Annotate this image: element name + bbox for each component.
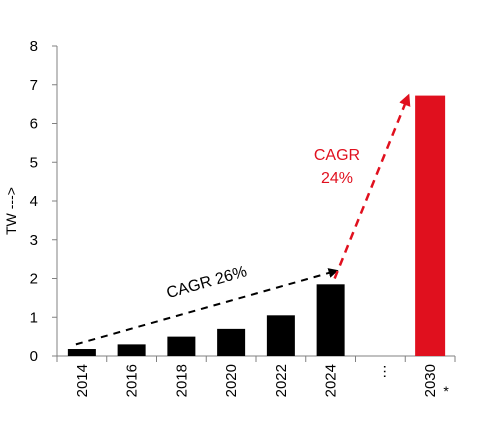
cagr-label-black: CAGR 26% (165, 263, 249, 302)
x-tick-label: 2016 (124, 364, 141, 397)
footnote-marker: * (443, 383, 449, 399)
x-axis: 2014 2016 2018 2020 2022 2024 … 2030 * (56, 355, 456, 399)
y-axis: 0 1 2 3 4 5 6 7 8 TW ---> (3, 38, 58, 365)
y-tick-label: 4 (30, 193, 38, 210)
bar-2014 (67, 349, 96, 356)
y-tick-label: 7 (30, 77, 38, 94)
bar-2022 (266, 315, 295, 356)
x-tick-label: 2014 (74, 364, 91, 397)
bar-2024 (316, 284, 345, 356)
x-tick-label: 2020 (223, 364, 240, 397)
y-tick-label: 0 (30, 348, 38, 365)
x-tick-label: 2024 (323, 364, 340, 397)
y-tick-label: 5 (30, 154, 38, 171)
x-tick-label: 2030 (422, 364, 439, 397)
y-tick-label: 8 (30, 38, 38, 55)
cagr-label-red-line2: 24% (321, 170, 353, 187)
bars (67, 95, 446, 356)
annotations: CAGR 26% CAGR 24% (75, 93, 411, 346)
x-tick-label: 2018 (173, 364, 190, 397)
y-tick-label: 3 (30, 232, 38, 249)
y-tick-label: 1 (30, 309, 38, 326)
bar-2030 (415, 95, 446, 356)
bar-2016 (117, 344, 146, 356)
bar-2018 (167, 336, 196, 356)
cagr-arrow-black (75, 268, 339, 346)
bar-2020 (217, 328, 246, 356)
y-axis-label: TW ---> (3, 187, 19, 235)
x-tick-label: … (372, 364, 389, 379)
y-tick-label: 2 (30, 271, 38, 288)
y-tick-label: 6 (30, 116, 38, 133)
x-tick-label: 2022 (273, 364, 290, 397)
cagr-arrow-red (333, 93, 411, 279)
cagr-label-red-line1: CAGR (314, 147, 360, 164)
